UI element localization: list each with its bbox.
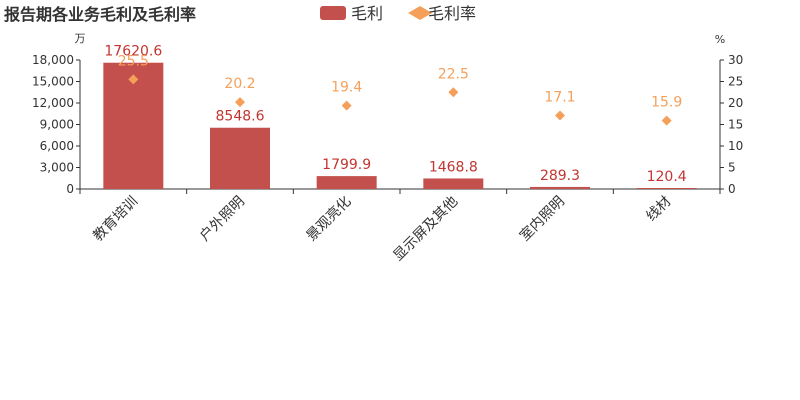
left-axis-tick-label: 15,000 [32, 75, 74, 89]
legend-label-gross-profit: 毛利 [351, 4, 383, 23]
right-axis-tick-label: 30 [728, 53, 743, 67]
bar-gross-profit[interactable] [636, 188, 697, 189]
legend-swatch-diamond-icon [408, 6, 432, 20]
legend-label-gross-margin: 毛利率 [428, 4, 476, 23]
point-value-label: 17.1 [544, 89, 575, 105]
bar-value-label: 120.4 [647, 169, 687, 185]
chart-title: 报告期各业务毛利及毛利率 [4, 5, 196, 24]
left-axis-tick-label: 9,000 [40, 118, 74, 132]
bar-series [103, 62, 697, 189]
bar-gross-profit[interactable] [530, 186, 590, 189]
point-gross-margin[interactable] [555, 110, 565, 121]
bar-value-label: 289.3 [540, 168, 580, 184]
bar-value-label: 8548.6 [216, 109, 265, 125]
scatter-series [128, 74, 672, 126]
right-axis-tick-label: 0 [728, 182, 736, 196]
legend-item-gross-margin[interactable]: 毛利率 [408, 4, 476, 23]
left-axis-tick-label: 12,000 [32, 96, 74, 110]
bar-gross-profit[interactable] [423, 178, 484, 189]
bar-gross-profit[interactable] [316, 176, 377, 189]
x-axis-category-label: 景观亮化 [303, 193, 355, 245]
right-axis-tick-label: 15 [728, 118, 743, 132]
bar-value-label: 1799.9 [322, 157, 371, 173]
bar-gross-profit[interactable] [210, 127, 270, 189]
x-axis-category-label: 教育培训 [90, 194, 141, 245]
left-axis-tick-label: 0 [66, 182, 74, 196]
x-axis-category-label: 线材 [643, 194, 674, 225]
right-axis-tick-label: 10 [728, 139, 743, 153]
bar-value-label: 17620.6 [104, 44, 162, 60]
point-gross-margin[interactable] [448, 87, 459, 98]
right-axis-tick-label: 5 [728, 161, 736, 175]
right-axis-unit: % [715, 33, 725, 46]
point-gross-margin[interactable] [128, 74, 139, 85]
point-gross-margin[interactable] [235, 97, 245, 108]
right-axis-tick-label: 25 [728, 75, 743, 89]
point-value-label: 19.4 [331, 80, 362, 96]
point-gross-margin[interactable] [661, 115, 672, 126]
point-value-label: 25.5 [118, 53, 149, 69]
point-value-label: 15.9 [651, 95, 682, 111]
x-axis-category-label: 室内照明 [516, 193, 568, 245]
point-gross-margin[interactable] [341, 100, 352, 111]
x-axis-category-label: 显示屏及其他 [390, 194, 461, 265]
bar-value-label: 1468.8 [429, 159, 478, 175]
x-axis-category-label: 户外照明 [196, 193, 248, 245]
right-axis-tick-label: 20 [728, 96, 743, 110]
left-axis-unit: 万 [75, 32, 86, 45]
data-labels: 17620.6 8548.6 1799.9 1468.8 289.3 120.4 25.5 2… [104, 44, 686, 185]
left-axis-tick-label: 18,000 [32, 53, 74, 67]
left-axis-tick-label: 6,000 [40, 139, 74, 153]
left-axis-tick-label: 3,000 [40, 161, 74, 175]
legend-swatch-bar [320, 6, 346, 20]
point-value-label: 22.5 [438, 66, 469, 82]
legend-item-gross-profit[interactable]: 毛利 [320, 4, 383, 23]
point-value-label: 20.2 [224, 76, 255, 92]
legend[interactable]: 毛利 毛利率 [320, 4, 476, 23]
